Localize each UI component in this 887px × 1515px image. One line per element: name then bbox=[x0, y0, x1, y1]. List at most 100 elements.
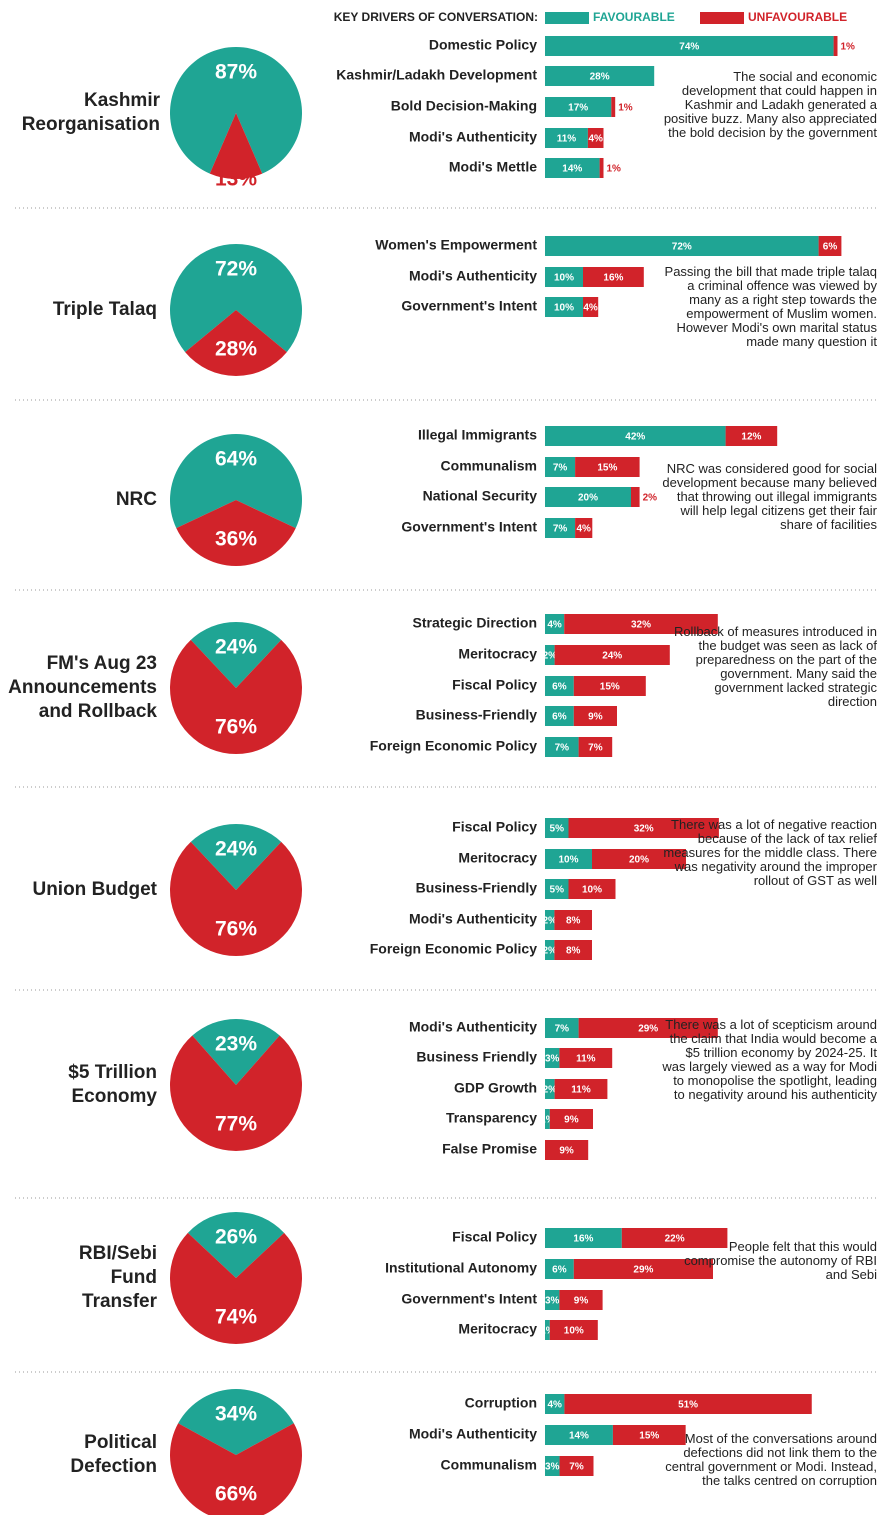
category-label: Communalism bbox=[441, 1457, 537, 1473]
bar-unfavourable bbox=[631, 487, 640, 507]
bar-value-label: 15% bbox=[639, 1431, 659, 1442]
pie-label: 36% bbox=[215, 528, 257, 551]
bar-value-label: 42% bbox=[625, 432, 645, 443]
bar-value-label: 9% bbox=[564, 1115, 579, 1126]
note-text: There was a lot of negative reaction bec… bbox=[662, 818, 877, 888]
category-label: Strategic Direction bbox=[413, 615, 537, 631]
category-label: National Security bbox=[423, 488, 538, 504]
pie-label: 26% bbox=[215, 1226, 257, 1249]
bar-value-label: 4% bbox=[583, 303, 598, 314]
note-text: Rollback of measures introduced in the b… bbox=[662, 625, 877, 709]
topic-label: $5 Trillion Economy bbox=[17, 1061, 157, 1109]
page: KEY DRIVERS OF CONVERSATION: FAVOURABLE U… bbox=[0, 0, 887, 1515]
category-label: Business-Friendly bbox=[416, 880, 538, 896]
pie-label: 66% bbox=[215, 1483, 257, 1506]
category-label: Meritocracy bbox=[458, 646, 537, 662]
bar-value-label: 3% bbox=[545, 1296, 560, 1307]
category-label: Fiscal Policy bbox=[452, 677, 537, 693]
bar-value-label: 32% bbox=[631, 620, 651, 631]
bar-value-label: 7% bbox=[588, 743, 603, 754]
bar-value-label: 72% bbox=[672, 242, 692, 253]
bar-value-label: 17% bbox=[568, 103, 588, 114]
bar-value-label: 12% bbox=[741, 432, 761, 443]
category-label: Government's Intent bbox=[401, 298, 537, 314]
pie-label: 74% bbox=[215, 1306, 257, 1329]
topic-label: NRC bbox=[7, 488, 157, 512]
category-label: Meritocracy bbox=[458, 1321, 537, 1337]
pie-label: 87% bbox=[215, 61, 257, 84]
bar-value-label: 8% bbox=[566, 946, 581, 957]
category-label: Domestic Policy bbox=[429, 37, 537, 53]
category-label: Institutional Autonomy bbox=[385, 1260, 537, 1276]
bar-value-label: 11% bbox=[571, 1085, 591, 1096]
pie-label: 76% bbox=[215, 716, 257, 739]
bar-value-label: 1% bbox=[607, 164, 622, 175]
note-text: There was a lot of scepticism around the… bbox=[662, 1018, 877, 1102]
pie-label: 23% bbox=[215, 1033, 257, 1056]
bar-value-label: 9% bbox=[559, 1146, 574, 1157]
category-label: Kashmir/Ladakh Development bbox=[336, 67, 537, 83]
topic-label: Political Defection bbox=[17, 1431, 157, 1479]
bar-value-label: 5% bbox=[550, 885, 565, 896]
category-label: Modi's Authenticity bbox=[409, 268, 537, 284]
category-label: Meritocracy bbox=[458, 850, 537, 866]
bar-value-label: 15% bbox=[600, 682, 620, 693]
bar-unfavourable bbox=[834, 36, 838, 56]
pie-label: 28% bbox=[215, 338, 257, 361]
bar-value-label: 9% bbox=[588, 712, 603, 723]
bar-value-label: 6% bbox=[552, 712, 567, 723]
category-label: Transparency bbox=[446, 1110, 537, 1126]
bar-value-label: 20% bbox=[578, 493, 598, 504]
bar-value-label: 4% bbox=[547, 620, 562, 631]
category-label: Foreign Economic Policy bbox=[370, 941, 537, 957]
bar-value-label: 3% bbox=[545, 1462, 560, 1473]
bar-value-label: 6% bbox=[552, 1265, 567, 1276]
category-label: Women's Empowerment bbox=[375, 237, 537, 253]
category-label: Modi's Authenticity bbox=[409, 1426, 537, 1442]
pie-label: 77% bbox=[215, 1113, 257, 1136]
topic-label: Triple Talaq bbox=[7, 298, 157, 322]
topic-label: FM's Aug 23 Announcements and Rollback bbox=[0, 652, 157, 724]
category-label: Communalism bbox=[441, 458, 537, 474]
bar-value-label: 2% bbox=[643, 493, 658, 504]
category-label: Modi's Authenticity bbox=[409, 1019, 537, 1035]
bar-value-label: 10% bbox=[554, 273, 574, 284]
category-label: False Promise bbox=[442, 1141, 537, 1157]
bar-value-label: 6% bbox=[823, 242, 838, 253]
category-label: Corruption bbox=[465, 1395, 537, 1411]
pie-label: 72% bbox=[215, 258, 257, 281]
bar-value-label: 51% bbox=[678, 1400, 698, 1411]
category-label: Foreign Economic Policy bbox=[370, 738, 537, 754]
bar-value-label: 14% bbox=[562, 164, 582, 175]
bar-value-label: 7% bbox=[553, 463, 568, 474]
bar-value-label: 10% bbox=[582, 885, 602, 896]
pie-label: 76% bbox=[215, 918, 257, 941]
legend-label: FAVOURABLE bbox=[593, 10, 675, 24]
bar-value-label: 74% bbox=[679, 42, 699, 53]
bar-value-label: 11% bbox=[557, 134, 577, 145]
bar-value-label: 10% bbox=[554, 303, 574, 314]
note-text: The social and economic development that… bbox=[662, 70, 877, 140]
bar-value-label: 29% bbox=[638, 1024, 658, 1035]
pie-label: 64% bbox=[215, 448, 257, 471]
bar-value-label: 10% bbox=[564, 1326, 584, 1337]
bar-unfavourable bbox=[600, 158, 604, 178]
bar-value-label: 20% bbox=[629, 855, 649, 866]
note-text: People felt that this would compromise t… bbox=[662, 1240, 877, 1282]
note-text: NRC was considered good for social devel… bbox=[662, 462, 877, 532]
pie-label: 24% bbox=[215, 636, 257, 659]
bar-value-label: 29% bbox=[633, 1265, 653, 1276]
category-label: Illegal Immigrants bbox=[418, 427, 537, 443]
note-text: Most of the conversations around defecti… bbox=[662, 1432, 877, 1488]
bar-value-label: 11% bbox=[576, 1054, 596, 1065]
bar-value-label: 4% bbox=[588, 134, 603, 145]
topic-label: RBI/Sebi Fund Transfer bbox=[57, 1242, 157, 1314]
topic-label: Union Budget bbox=[7, 878, 157, 902]
category-label: Bold Decision-Making bbox=[391, 98, 537, 114]
header-title: KEY DRIVERS OF CONVERSATION: bbox=[334, 10, 538, 24]
category-label: Government's Intent bbox=[401, 1291, 537, 1307]
bar-value-label: 4% bbox=[547, 1400, 562, 1411]
category-label: Fiscal Policy bbox=[452, 1229, 537, 1245]
bar-value-label: 7% bbox=[553, 524, 568, 535]
legend-swatch bbox=[700, 12, 744, 24]
